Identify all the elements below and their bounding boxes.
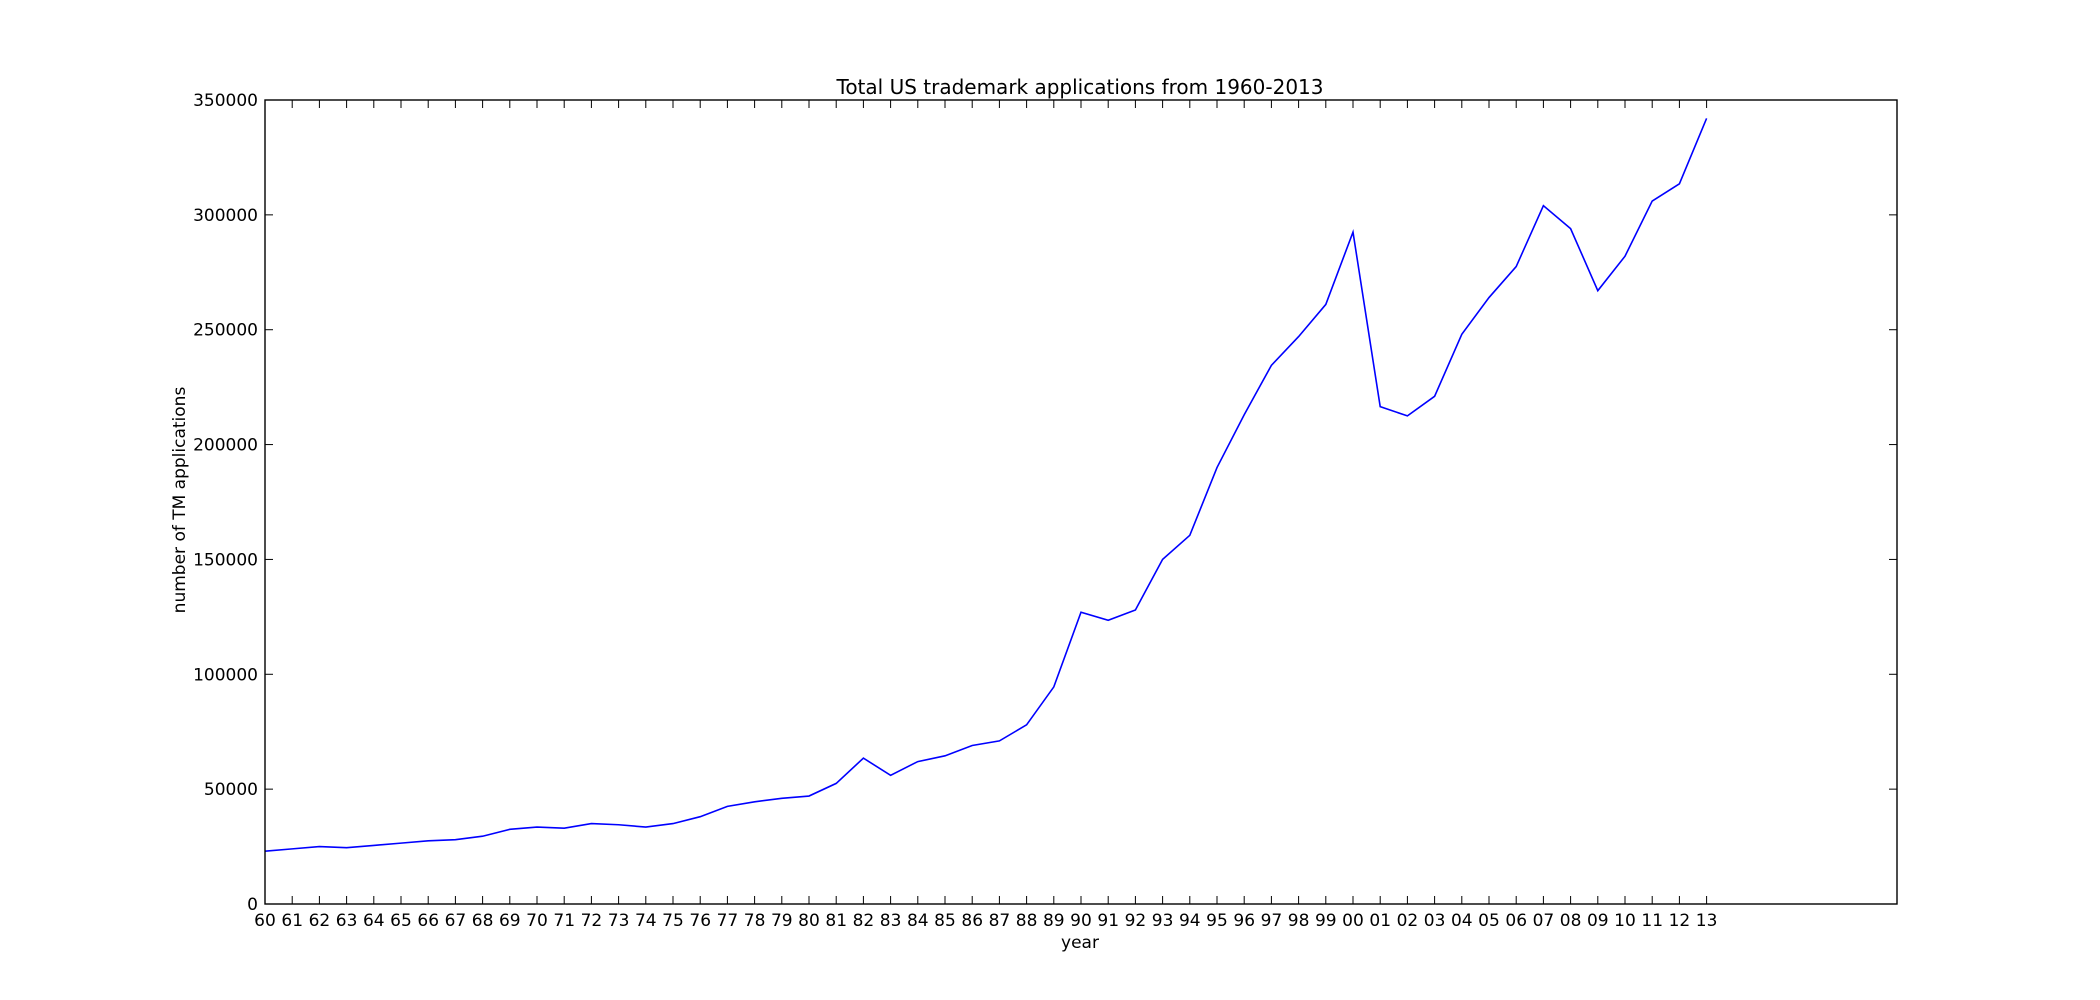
x-tick-label: 94 — [1179, 911, 1201, 931]
x-tick-label: 75 — [662, 911, 684, 931]
y-tick-label: 200000 — [193, 436, 258, 456]
plot-frame — [264, 99, 1898, 905]
y-tick-label: 150000 — [193, 550, 258, 570]
x-tick-label: 81 — [825, 911, 847, 931]
x-tick-label: 02 — [1397, 911, 1419, 931]
x-tick-label: 71 — [553, 911, 575, 931]
x-tick-label: 09 — [1587, 911, 1609, 931]
y-tick-label: 0 — [247, 895, 258, 915]
y-tick-label: 250000 — [193, 321, 258, 341]
x-tick-label: 89 — [1043, 911, 1065, 931]
y-tick-label: 300000 — [193, 206, 258, 226]
y-tick-label: 350000 — [193, 91, 258, 111]
x-tick-label: 84 — [907, 911, 929, 931]
series-line — [264, 118, 1708, 852]
x-tick-label: 95 — [1206, 911, 1228, 931]
x-tick-label: 65 — [390, 911, 412, 931]
x-tick-label: 07 — [1533, 911, 1555, 931]
x-tick-label: 00 — [1342, 911, 1364, 931]
tick-layer: 0 50000 100000 150000 200000 250000 300000 3500… — [193, 91, 1897, 931]
x-tick-label: 73 — [608, 911, 630, 931]
chart-title: Total US trademark applications from 196… — [836, 75, 1324, 99]
x-tick-label: 10 — [1614, 911, 1636, 931]
x-tick-label: 63 — [336, 911, 358, 931]
x-tick-label: 80 — [798, 911, 820, 931]
x-tick-label: 66 — [417, 911, 439, 931]
x-tick-label: 11 — [1641, 911, 1663, 931]
x-tick-label: 76 — [689, 911, 711, 931]
x-tick-label: 91 — [1097, 911, 1119, 931]
x-tick-label: 93 — [1152, 911, 1174, 931]
x-tick-label: 68 — [472, 911, 494, 931]
x-tick-label: 77 — [717, 911, 739, 931]
x-tick-label: 62 — [309, 911, 331, 931]
x-tick-label: 67 — [445, 911, 467, 931]
x-tick-label: 96 — [1233, 911, 1255, 931]
series-layer — [264, 118, 1708, 852]
x-tick-label: 08 — [1560, 911, 1582, 931]
x-tick-label: 86 — [961, 911, 983, 931]
y-axis-label: number of TM applications — [170, 387, 190, 614]
x-tick-label: 79 — [771, 911, 793, 931]
x-tick-label: 04 — [1451, 911, 1473, 931]
x-tick-label: 92 — [1125, 911, 1147, 931]
x-tick-label: 60 — [254, 911, 276, 931]
x-tick-label: 83 — [880, 911, 902, 931]
x-tick-label: 72 — [581, 911, 603, 931]
x-tick-label: 69 — [499, 911, 521, 931]
x-tick-label: 13 — [1696, 911, 1718, 931]
x-tick-label: 87 — [989, 911, 1011, 931]
x-tick-label: 06 — [1505, 911, 1527, 931]
x-tick-label: 98 — [1288, 911, 1310, 931]
y-tick-label: 100000 — [193, 665, 258, 685]
x-tick-label: 05 — [1478, 911, 1500, 931]
x-tick-label: 01 — [1369, 911, 1391, 931]
x-tick-label: 64 — [363, 911, 385, 931]
x-tick-label: 88 — [1016, 911, 1038, 931]
x-axis-label: year — [1061, 933, 1099, 953]
x-tick-label: 61 — [281, 911, 303, 931]
x-tick-label: 97 — [1261, 911, 1283, 931]
x-tick-label: 03 — [1424, 911, 1446, 931]
y-tick-label: 50000 — [204, 780, 258, 800]
x-tick-label: 85 — [934, 911, 956, 931]
x-tick-label: 70 — [526, 911, 548, 931]
x-tick-label: 74 — [635, 911, 657, 931]
x-tick-label: 90 — [1070, 911, 1092, 931]
x-tick-label: 82 — [853, 911, 875, 931]
x-tick-label: 99 — [1315, 911, 1337, 931]
x-tick-label: 12 — [1669, 911, 1691, 931]
x-tick-label: 78 — [744, 911, 766, 931]
